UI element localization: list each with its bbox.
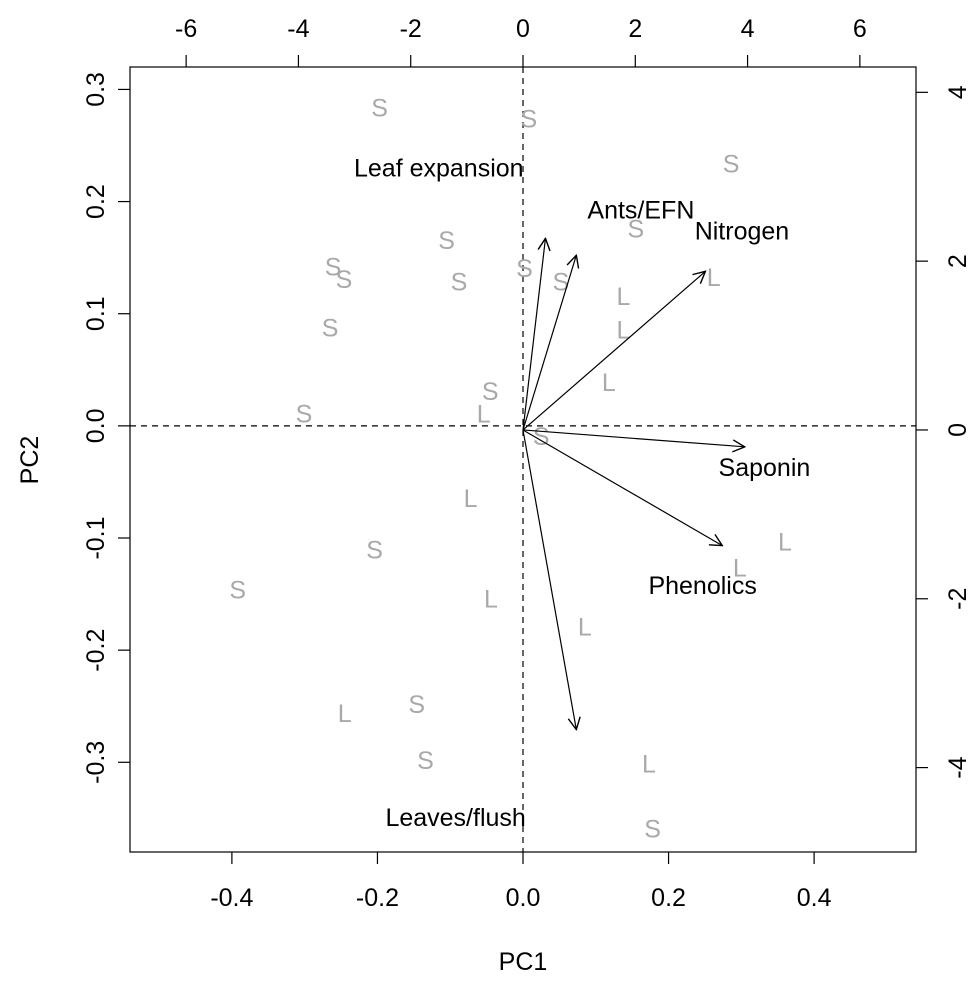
top-tick-label: 6 bbox=[853, 15, 867, 43]
x-tick-label: -0.4 bbox=[210, 884, 253, 912]
y-tick-label: 0.1 bbox=[82, 296, 110, 331]
observation-point: L bbox=[642, 751, 656, 779]
observation-point: L bbox=[616, 317, 630, 345]
y-tick-label: 0.0 bbox=[82, 408, 110, 443]
observation-point: S bbox=[322, 314, 339, 342]
right-tick-label: 2 bbox=[944, 254, 972, 268]
observation-point: S bbox=[553, 268, 570, 296]
observation-point: S bbox=[520, 106, 537, 134]
observation-point: S bbox=[296, 401, 313, 429]
observation-point: L bbox=[578, 614, 592, 642]
variable-label: Saponin bbox=[719, 454, 811, 482]
observation-point: S bbox=[438, 227, 455, 255]
observation-point: L bbox=[616, 283, 630, 311]
y-tick-label: -0.1 bbox=[82, 516, 110, 559]
observation-point: L bbox=[484, 586, 498, 614]
observation-point: S bbox=[627, 216, 644, 244]
x-axis-title: PC1 bbox=[499, 948, 548, 976]
observation-point: S bbox=[516, 255, 533, 283]
variable-arrow bbox=[522, 271, 705, 431]
right-tick-label: 4 bbox=[944, 85, 972, 99]
variable-arrow bbox=[522, 429, 722, 546]
observation-point: S bbox=[336, 266, 353, 294]
observation-point: S bbox=[408, 691, 425, 719]
y-axis-title: PC2 bbox=[16, 436, 44, 485]
reference-lines bbox=[130, 67, 916, 852]
top-tick-label: -6 bbox=[175, 15, 197, 43]
observation-point: S bbox=[723, 151, 740, 179]
observation-point: S bbox=[229, 577, 246, 605]
variable-label: Ants/EFN bbox=[587, 196, 694, 224]
top-tick-label: -4 bbox=[287, 15, 309, 43]
observation-point: L bbox=[602, 369, 616, 397]
variable-arrow bbox=[522, 238, 545, 431]
right-tick-label: -2 bbox=[944, 588, 972, 610]
top-tick-label: 2 bbox=[628, 15, 642, 43]
top-tick-label: -2 bbox=[400, 15, 422, 43]
observation-point: S bbox=[366, 536, 383, 564]
variable-label: Nitrogen bbox=[695, 218, 790, 246]
variable-arrow bbox=[522, 429, 745, 447]
right-tick-label: -4 bbox=[944, 756, 972, 778]
y-axis-right: -4 -2 0 2 4 bbox=[916, 85, 972, 779]
variable-label: Leaves/flush bbox=[385, 804, 525, 832]
x-tick-label: 0.4 bbox=[797, 884, 832, 912]
variable-label: Leaf expansion bbox=[354, 154, 524, 182]
observation-point: S bbox=[451, 268, 468, 296]
observation-point: L bbox=[778, 528, 792, 556]
x-tick-label: 0.0 bbox=[506, 884, 541, 912]
observation-point: S bbox=[417, 747, 434, 775]
y-tick-label: 0.2 bbox=[82, 184, 110, 219]
observation-point: S bbox=[325, 254, 342, 282]
variable-arrow bbox=[522, 429, 576, 730]
observation-point: L bbox=[733, 554, 747, 582]
observation-point: L bbox=[707, 264, 721, 292]
y-tick-label: -0.2 bbox=[82, 629, 110, 672]
y-tick-label: 0.3 bbox=[82, 72, 110, 107]
observation-point: S bbox=[371, 94, 388, 122]
y-axis-left: -0.3 -0.2 -0.1 0.0 0.1 0.2 0.3 bbox=[82, 72, 130, 784]
observation-point: L bbox=[477, 401, 491, 429]
observation-point: L bbox=[338, 700, 352, 728]
top-tick-label: 0 bbox=[516, 15, 530, 43]
observation-point: L bbox=[464, 485, 478, 513]
right-tick-label: 0 bbox=[944, 423, 972, 437]
variable-arrow bbox=[522, 255, 576, 431]
variable-label: Phenolics bbox=[648, 572, 756, 600]
observation-point: S bbox=[482, 378, 499, 406]
observation-point: S bbox=[533, 423, 550, 451]
x-tick-label: -0.2 bbox=[356, 884, 399, 912]
observation-point: S bbox=[644, 816, 661, 844]
x-axis-top: -6 -4 -2 0 2 4 6 bbox=[175, 15, 867, 67]
x-tick-label: 0.2 bbox=[651, 884, 686, 912]
x-axis-bottom: -0.4 -0.2 0.0 0.2 0.4 bbox=[210, 852, 832, 912]
top-tick-label: 4 bbox=[741, 15, 755, 43]
y-tick-label: -0.3 bbox=[82, 741, 110, 784]
